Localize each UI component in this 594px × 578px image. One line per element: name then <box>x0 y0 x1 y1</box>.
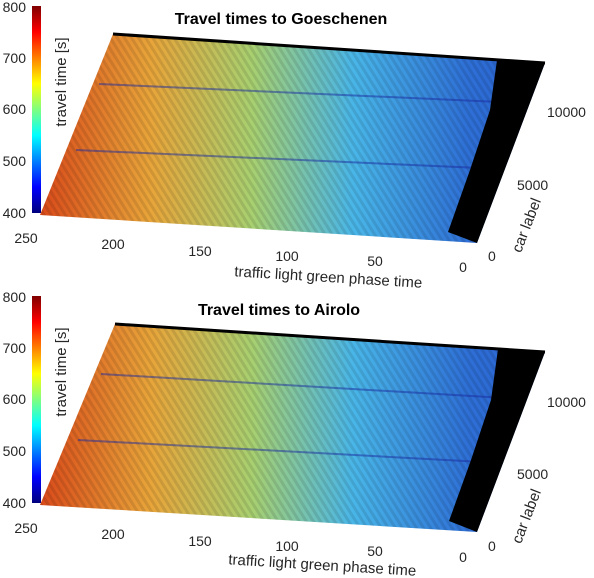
x-tick: 200 <box>101 236 125 252</box>
y-tick: 0 <box>488 538 496 554</box>
x-tick: 50 <box>367 543 383 559</box>
x-tick: 200 <box>101 526 125 542</box>
x-tick: 50 <box>367 253 383 269</box>
colorbar-tick: 700 <box>3 340 27 356</box>
chart-title: Travel times to Goeschenen <box>175 11 388 28</box>
x-tick: 250 <box>14 520 38 536</box>
y-tick: 0 <box>488 248 496 264</box>
y-tick: 5000 <box>517 177 548 193</box>
colorbar-tick: 800 <box>3 0 27 15</box>
nodata-region <box>448 60 545 243</box>
nodata-region <box>449 349 545 532</box>
heatmap-top-edge <box>114 322 546 354</box>
colorbar-label: travel time [s] <box>53 37 70 126</box>
colorbar-tick: 500 <box>3 443 27 459</box>
heatmap-band <box>98 83 501 103</box>
colorbar-tick: 700 <box>3 50 27 66</box>
x-tick: 0 <box>459 259 467 275</box>
x-axis-label: traffic light green phase time <box>228 551 417 578</box>
y-tick: 10000 <box>547 104 586 120</box>
x-axis-label: traffic light green phase time <box>234 263 423 291</box>
x-tick: 250 <box>14 230 38 246</box>
y-tick: 10000 <box>547 394 586 410</box>
colorbar-ticks: 400 500 600 700 800 <box>3 289 27 511</box>
colorbar-ticks: 400 500 600 700 800 <box>3 0 27 221</box>
x-ticks: 250 200 150 100 50 0 <box>14 230 467 275</box>
colorbar-tick: 800 <box>3 289 27 305</box>
x-ticks: 250 200 150 100 50 0 <box>14 520 467 565</box>
heatmap-texture <box>40 324 545 532</box>
panel-airolo: 400 500 600 700 800 travel time [s] Trav… <box>3 289 587 578</box>
colorbar-label: travel time [s] <box>53 327 70 416</box>
y-ticks: 0 5000 10000 <box>488 104 586 264</box>
heatmap-band <box>75 149 481 169</box>
chart-title: Travel times to Airolo <box>198 302 360 319</box>
x-tick: 150 <box>188 533 212 549</box>
x-tick: 150 <box>188 243 212 259</box>
colorbar-tick: 400 <box>3 205 27 221</box>
heatmap-top-edge <box>112 32 546 65</box>
colorbar-tick: 600 <box>3 101 27 117</box>
colorbar-tick: 600 <box>3 391 27 407</box>
y-ticks: 0 5000 10000 <box>488 394 586 554</box>
panel-goeschenen: 400 500 600 700 800 travel time [s] Trav… <box>3 0 587 292</box>
x-tick: 100 <box>275 248 299 264</box>
heatmap-band <box>77 439 484 463</box>
y-axis-label: car label <box>509 196 545 255</box>
x-tick: 100 <box>275 538 299 554</box>
colorbar-tick: 400 <box>3 495 27 511</box>
heatmap-band <box>100 373 506 399</box>
x-tick: 0 <box>459 549 467 565</box>
y-axis-label: car label <box>509 487 545 546</box>
colorbar-tick: 500 <box>3 153 27 169</box>
colorbar <box>32 6 41 213</box>
y-tick: 5000 <box>517 466 548 482</box>
colorbar <box>32 296 41 503</box>
